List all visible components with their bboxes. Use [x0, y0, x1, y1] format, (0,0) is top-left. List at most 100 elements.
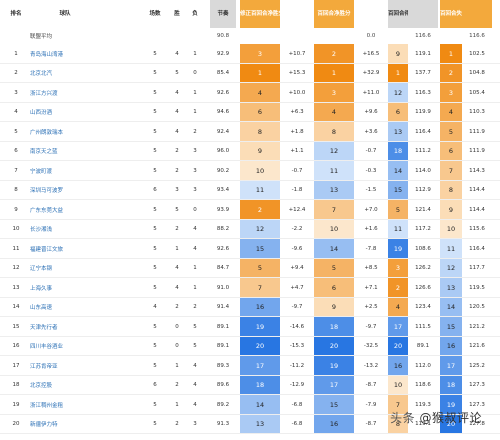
table-row[interactable]: 11 福建晋江文旅 5 1 4 92.6 15 -9.6 14 -7.8 19 108.6 11 116.…: [0, 239, 500, 259]
table-row[interactable]: 20 新疆伊力特 5 2 3 91.3 13 -6.8 16 -8.7 8 119.1 20 127.8: [0, 414, 500, 434]
header-off[interactable]: 百回合得分: [388, 0, 416, 28]
table-row[interactable]: 18 北京控股 6 2 4 89.6 18 -12.9 17 -8.7 10 118.6 18 127.3: [0, 375, 500, 395]
off-val-value: 116.3: [415, 89, 431, 96]
pace-value: 92.4: [216, 128, 230, 135]
def-rank-cell: 20: [440, 414, 462, 434]
def-val-value: 114.4: [469, 206, 485, 213]
row-divider: [0, 316, 500, 317]
header-netrank2[interactable]: 百回合净胜分: [314, 0, 354, 28]
off-rank-cell: 12: [388, 83, 408, 103]
table-row[interactable]: 3 浙江方兴渡 5 4 1 92.6 4 +10.0 3 +11.0 12 116.3 3 105.4: [0, 83, 500, 103]
net2-val-value: -13.2: [363, 362, 379, 369]
net-rank-cell: 19: [240, 317, 280, 337]
row-rank: 16: [12, 343, 20, 350]
def-val-value: 104.8: [469, 70, 485, 77]
losses: 2: [193, 128, 197, 135]
pace-value: 89.1: [216, 343, 230, 350]
table-row[interactable]: 19 浙江稠州金租 5 1 4 89.2 14 -6.8 15 -7.9 7 119.3 19 127.3: [0, 395, 500, 415]
header-offv[interactable]: [408, 0, 438, 28]
net2-val-value: -0.7: [365, 148, 377, 155]
net2-val-value: +2.5: [364, 304, 378, 311]
table-row[interactable]: 16 四川丰谷酒业 5 0 5 89.1 20 -15.3 20 -32.5 20 89.1 16 121…: [0, 336, 500, 356]
net2-val-value: +7.1: [364, 284, 378, 291]
row-rank: 4: [14, 109, 18, 116]
pace-value: 90.2: [216, 167, 230, 174]
header-l[interactable]: 负: [192, 11, 198, 17]
row-divider: [0, 101, 500, 103]
losses: 1: [193, 284, 197, 291]
table-row[interactable]: 7 宁波町渡 5 2 3 90.2 10 -0.7 11 -0.3 14 114.0 7 114.3: [0, 161, 500, 181]
row-rank: 6: [14, 148, 18, 155]
table-row[interactable]: 5 广州朗敦瑞本 5 4 2 92.4 8 +1.8 8 +3.6 13 116.4 5 111.9: [0, 122, 500, 142]
average-label: 联盟平均: [30, 34, 53, 40]
pace-value: 91.0: [216, 284, 230, 291]
header-w[interactable]: 胜: [174, 11, 180, 17]
average-pace: 90.8: [216, 33, 230, 39]
net2-val-value: -9.7: [365, 323, 377, 330]
header-def[interactable]: 百回合失分: [440, 0, 468, 28]
def-val-value: 114.3: [469, 167, 485, 174]
games-played: 5: [153, 148, 157, 155]
table-row[interactable]: 2 北京北汽 5 5 0 85.4 1 +15.3 1 +32.9 1 137.7 2 104.8: [0, 63, 500, 83]
header-netv[interactable]: [280, 0, 314, 28]
row-divider: [0, 374, 500, 376]
header-rank[interactable]: 排名: [10, 11, 22, 17]
def-val-value: 117.7: [469, 265, 485, 272]
net2-rank-cell: 14: [314, 239, 354, 259]
net-val-value: -12.9: [289, 382, 305, 389]
losses: 4: [193, 401, 197, 408]
def-rank-cell: 6: [440, 141, 462, 161]
table-row[interactable]: 9 广东东莞大益 5 5 0 93.9 2 +12.4 7 +7.0 5 121.4 9 114.4: [0, 200, 500, 220]
team-name: 广东东莞大益: [30, 207, 64, 214]
header-net[interactable]: 修正百回合净胜分: [240, 0, 284, 28]
def-val-value: 114.4: [469, 187, 485, 194]
off-val-value: 119.3: [415, 401, 431, 408]
header-gp[interactable]: 场数: [149, 11, 161, 17]
off-rank-cell: 9: [388, 44, 408, 64]
net-val-value: -11.2: [289, 362, 305, 369]
table-row[interactable]: 14 山东高速 4 2 2 91.4 16 -9.7 9 +2.5 4 123.4 14 120.5: [0, 297, 500, 317]
table-row[interactable]: 1 青岛海山湾港 5 4 1 92.9 3 +10.7 2 +16.5 9 119.1 1 102.5: [0, 44, 500, 64]
header-pace[interactable]: 节奏: [210, 0, 236, 28]
row-divider: [0, 335, 500, 337]
games-played: 5: [153, 343, 157, 350]
watermark-handle: @猴叔评论: [419, 411, 482, 425]
table-row[interactable]: 17 江苏肯帝亚 5 1 4 89.3 17 -11.2 19 -13.2 16 112.0 17 125…: [0, 356, 500, 376]
net-val-value: +1.1: [290, 148, 304, 155]
row-rank: 9: [14, 206, 18, 213]
row-divider: [0, 218, 500, 220]
losses: 3: [193, 148, 197, 155]
games-played: 5: [153, 323, 157, 330]
table-row[interactable]: 4 山西汾酒 5 4 1 94.6 6 +6.3 4 +9.6 6 119.9 4 110.3: [0, 102, 500, 122]
header-team[interactable]: 球队: [59, 11, 71, 17]
header-net2v[interactable]: [354, 0, 388, 28]
wins: 0: [175, 343, 179, 350]
def-val-value: 121.2: [469, 323, 485, 330]
wins: 2: [175, 226, 179, 233]
header-defv[interactable]: [462, 0, 492, 28]
wins: 4: [175, 109, 179, 116]
table-row[interactable]: 8 深圳马可波罗 6 3 3 93.4 11 -1.8 13 -1.5 15 112.9 8 114.4: [0, 180, 500, 200]
off-rank-cell: 18: [388, 141, 408, 161]
table-row[interactable]: 10 长沙湘浅 5 2 4 88.2 12 -2.2 10 +1.6 11 117.2 10 115.6: [0, 219, 500, 239]
off-val-value: 119.1: [415, 50, 431, 57]
net2-val-value: -1.5: [365, 187, 377, 194]
table-row[interactable]: 15 天津先行者 5 0 5 89.1 19 -14.6 18 -9.7 17 111.5 15 121.…: [0, 317, 500, 337]
net-val-value: +15.3: [288, 70, 306, 77]
table-row[interactable]: 6 南京天之蓝 5 2 3 96.0 9 +1.1 12 -0.7 18 111.2 6 111.9: [0, 141, 500, 161]
off-val-value: 89.1: [416, 343, 430, 350]
table-row[interactable]: 13 上海久事 5 4 1 91.0 7 +4.7 6 +7.1 2 126.6 13 119.5: [0, 278, 500, 298]
row-divider: [0, 160, 500, 161]
off-rank-cell: 16: [388, 356, 408, 376]
def-val-value: 110.3: [469, 109, 485, 116]
team-name: 深圳马可波罗: [30, 188, 64, 195]
net-val-value: +10.7: [288, 50, 306, 57]
row-divider: [0, 257, 500, 259]
row-divider: [0, 296, 500, 298]
off-rank-cell: 20: [388, 336, 408, 356]
def-rank-cell: 4: [440, 102, 462, 122]
row-divider: [0, 179, 500, 181]
row-divider: [0, 413, 500, 415]
table-row[interactable]: 12 辽宁本钢 5 4 1 84.7 5 +9.4 5 +8.5 3 126.2 12 117.7: [0, 258, 500, 278]
pace-value: 89.2: [216, 401, 230, 408]
